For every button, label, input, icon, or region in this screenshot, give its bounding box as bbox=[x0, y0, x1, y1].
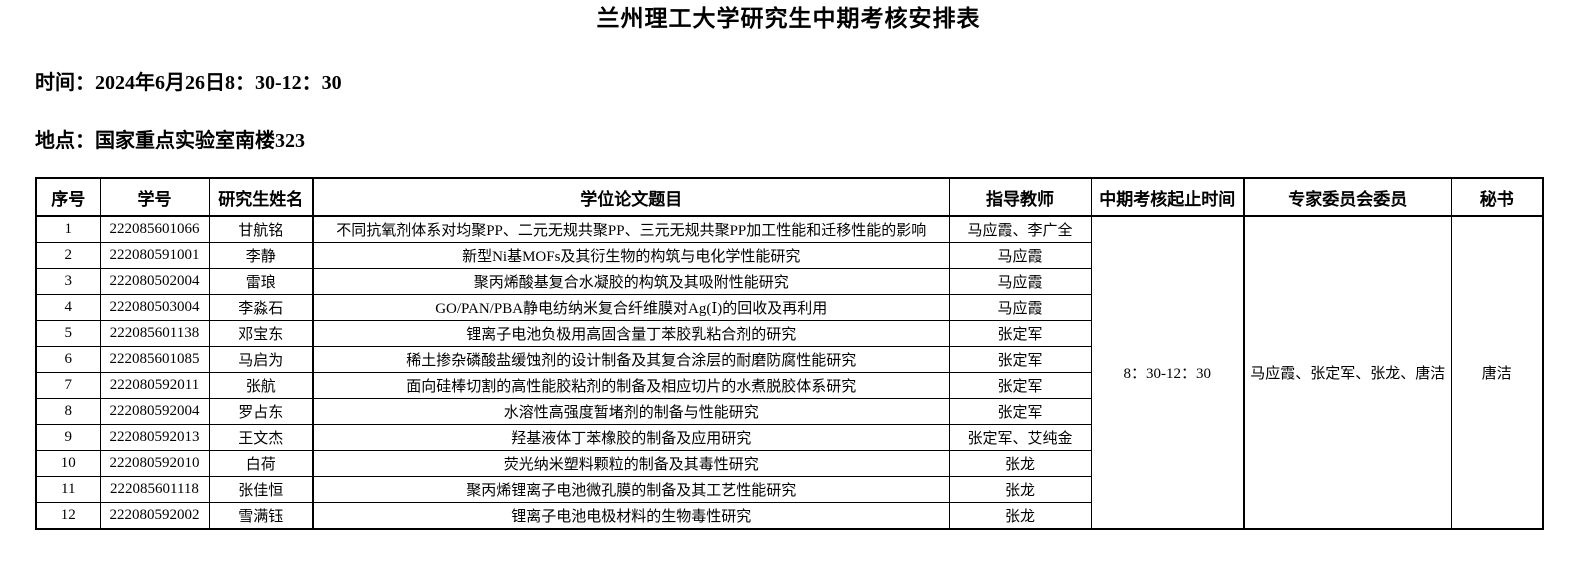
advisor-cell: 马应霞 bbox=[948, 294, 1092, 321]
advisor-cell: 马应霞 bbox=[948, 268, 1092, 295]
student-name-cell: 李静 bbox=[208, 242, 314, 269]
thesis-title-cell: GO/PAN/PBA静电纺纳米复合纤维膜对Ag(Ⅰ)的回收及再利用 bbox=[312, 294, 950, 321]
thesis-title-cell: 聚丙烯酸基复合水凝胶的构筑及其吸附性能研究 bbox=[312, 268, 950, 295]
advisor-cell: 张龙 bbox=[948, 476, 1092, 503]
assessment-time-cell: 8：30-12：30 bbox=[1090, 215, 1245, 530]
student-name-cell: 王文杰 bbox=[208, 424, 314, 451]
schedule-table: 序号 学号 研究生姓名 学位论文题目 指导教师 中期考核起止时间 专家委员会委员… bbox=[35, 177, 1544, 530]
thesis-title-cell: 水溶性高强度暂堵剂的制备与性能研究 bbox=[312, 398, 950, 425]
thesis-title-cell: 锂离子电池电极材料的生物毒性研究 bbox=[312, 502, 950, 530]
table-row: 10 222080592010 白荷 荧光纳米塑料颗粒的制备及其毒性研究 张龙 bbox=[35, 450, 1543, 477]
student-id-cell: 222080592013 bbox=[99, 424, 210, 451]
serial-cell: 2 bbox=[35, 242, 101, 269]
serial-cell: 4 bbox=[35, 294, 101, 321]
student-id-cell: 222080502004 bbox=[99, 268, 210, 295]
advisor-cell: 马应霞 bbox=[948, 242, 1092, 269]
student-id-cell: 222080592010 bbox=[99, 450, 210, 477]
table-row: 12 222080592002 雪满钰 锂离子电池电极材料的生物毒性研究 张龙 bbox=[35, 502, 1543, 530]
column-header-serial: 序号 bbox=[35, 177, 101, 217]
student-name-cell: 邓宝东 bbox=[208, 320, 314, 347]
advisor-cell: 张定军 bbox=[948, 346, 1092, 373]
thesis-title-cell: 新型Ni基MOFs及其衍生物的构筑与电化学性能研究 bbox=[312, 242, 950, 269]
table-row: 3 222080502004 雷琅 聚丙烯酸基复合水凝胶的构筑及其吸附性能研究 … bbox=[35, 268, 1543, 295]
advisor-cell: 张龙 bbox=[948, 502, 1092, 530]
serial-cell: 1 bbox=[35, 215, 101, 243]
table-row: 1 222085601066 甘航铭 不同抗氧剂体系对均聚PP、二元无规共聚PP… bbox=[35, 215, 1544, 530]
serial-cell: 6 bbox=[35, 346, 101, 373]
student-name-cell: 雷琅 bbox=[208, 268, 314, 295]
student-name-cell: 李淼石 bbox=[208, 294, 314, 321]
serial-cell: 11 bbox=[35, 476, 101, 503]
table-row: 4 222080503004 李淼石 GO/PAN/PBA静电纺纳米复合纤维膜对… bbox=[35, 294, 1543, 321]
serial-cell: 3 bbox=[35, 268, 101, 295]
student-name-cell: 雪满钰 bbox=[208, 502, 314, 530]
thesis-title-cell: 面向硅棒切割的高性能胶粘剂的制备及相应切片的水煮脱胶体系研究 bbox=[312, 372, 950, 399]
location-line: 地点：国家重点实验室南楼323 bbox=[35, 130, 305, 152]
advisor-cell: 张定军 bbox=[948, 398, 1092, 425]
column-header-advisor: 指导教师 bbox=[948, 177, 1092, 217]
student-id-cell: 222080592004 bbox=[99, 398, 210, 425]
student-id-cell: 222085601085 bbox=[99, 346, 210, 373]
student-name-cell: 罗占东 bbox=[208, 398, 314, 425]
serial-cell: 8 bbox=[35, 398, 101, 425]
student-id-cell: 222085601138 bbox=[99, 320, 210, 347]
thesis-title-cell: 不同抗氧剂体系对均聚PP、二元无规共聚PP、三元无规共聚PP加工性能和迁移性能的… bbox=[312, 215, 950, 243]
advisor-cell: 张定军 bbox=[948, 372, 1092, 399]
table-row: 6 222085601085 马启为 稀土掺杂磷酸盐缓蚀剂的设计制备及其复合涂层… bbox=[35, 346, 1543, 373]
thesis-title-cell: 锂离子电池负极用高固含量丁苯胶乳粘合剂的研究 bbox=[312, 320, 950, 347]
table-row: 11 222085601118 张佳恒 聚丙烯锂离子电池微孔膜的制备及其工艺性能… bbox=[35, 476, 1543, 503]
secretary-cell: 唐洁 bbox=[1450, 215, 1544, 530]
document-title: 兰州理工大学研究生中期考核安排表 bbox=[596, 6, 981, 31]
serial-cell: 10 bbox=[35, 450, 101, 477]
serial-cell: 9 bbox=[35, 424, 101, 451]
student-id-cell: 222080591001 bbox=[99, 242, 210, 269]
column-header-committee: 专家委员会委员 bbox=[1243, 177, 1452, 217]
student-name-cell: 马启为 bbox=[208, 346, 314, 373]
serial-cell: 5 bbox=[35, 320, 101, 347]
student-id-cell: 222085601118 bbox=[99, 476, 210, 503]
committee-cell: 马应霞、张定军、张龙、唐洁 bbox=[1243, 215, 1452, 530]
table-row: 5 222085601138 邓宝东 锂离子电池负极用高固含量丁苯胶乳粘合剂的研… bbox=[35, 320, 1543, 347]
header-row: 序号 学号 研究生姓名 学位论文题目 指导教师 中期考核起止时间 专家委员会委员… bbox=[35, 177, 1544, 217]
thesis-title-cell: 羟基液体丁苯橡胶的制备及应用研究 bbox=[312, 424, 950, 451]
serial-cell: 7 bbox=[35, 372, 101, 399]
advisor-cell: 张定军、艾纯金 bbox=[948, 424, 1092, 451]
thesis-title-cell: 稀土掺杂磷酸盐缓蚀剂的设计制备及其复合涂层的耐磨防腐性能研究 bbox=[312, 346, 950, 373]
advisor-cell: 张定军 bbox=[948, 320, 1092, 347]
table-row: 7 222080592011 张航 面向硅棒切割的高性能胶粘剂的制备及相应切片的… bbox=[35, 372, 1543, 399]
thesis-title-cell: 聚丙烯锂离子电池微孔膜的制备及其工艺性能研究 bbox=[312, 476, 950, 503]
document-body: 兰州理工大学研究生中期考核安排表 时间：2024年6月26日8：30-12：30… bbox=[35, 0, 1544, 530]
student-id-cell: 222080592011 bbox=[99, 372, 210, 399]
time-line: 时间：2024年6月26日8：30-12：30 bbox=[35, 72, 342, 94]
column-header-assessment-time: 中期考核起止时间 bbox=[1090, 177, 1245, 217]
thesis-title-cell: 荧光纳米塑料颗粒的制备及其毒性研究 bbox=[312, 450, 950, 477]
serial-cell: 12 bbox=[35, 502, 101, 530]
student-id-cell: 222085601066 bbox=[99, 215, 210, 243]
column-header-student-name: 研究生姓名 bbox=[208, 177, 314, 217]
student-name-cell: 张佳恒 bbox=[208, 476, 314, 503]
student-name-cell: 甘航铭 bbox=[208, 215, 314, 243]
student-id-cell: 222080503004 bbox=[99, 294, 210, 321]
advisor-cell: 张龙 bbox=[948, 450, 1092, 477]
advisor-cell: 马应霞、李广全 bbox=[948, 215, 1092, 243]
student-name-cell: 白荷 bbox=[208, 450, 314, 477]
column-header-thesis-title: 学位论文题目 bbox=[312, 177, 950, 217]
student-name-cell: 张航 bbox=[208, 372, 314, 399]
student-id-cell: 222080592002 bbox=[99, 502, 210, 530]
column-header-secretary: 秘书 bbox=[1450, 177, 1544, 217]
column-header-student-id: 学号 bbox=[99, 177, 210, 217]
table-row: 9 222080592013 王文杰 羟基液体丁苯橡胶的制备及应用研究 张定军、… bbox=[35, 424, 1543, 451]
